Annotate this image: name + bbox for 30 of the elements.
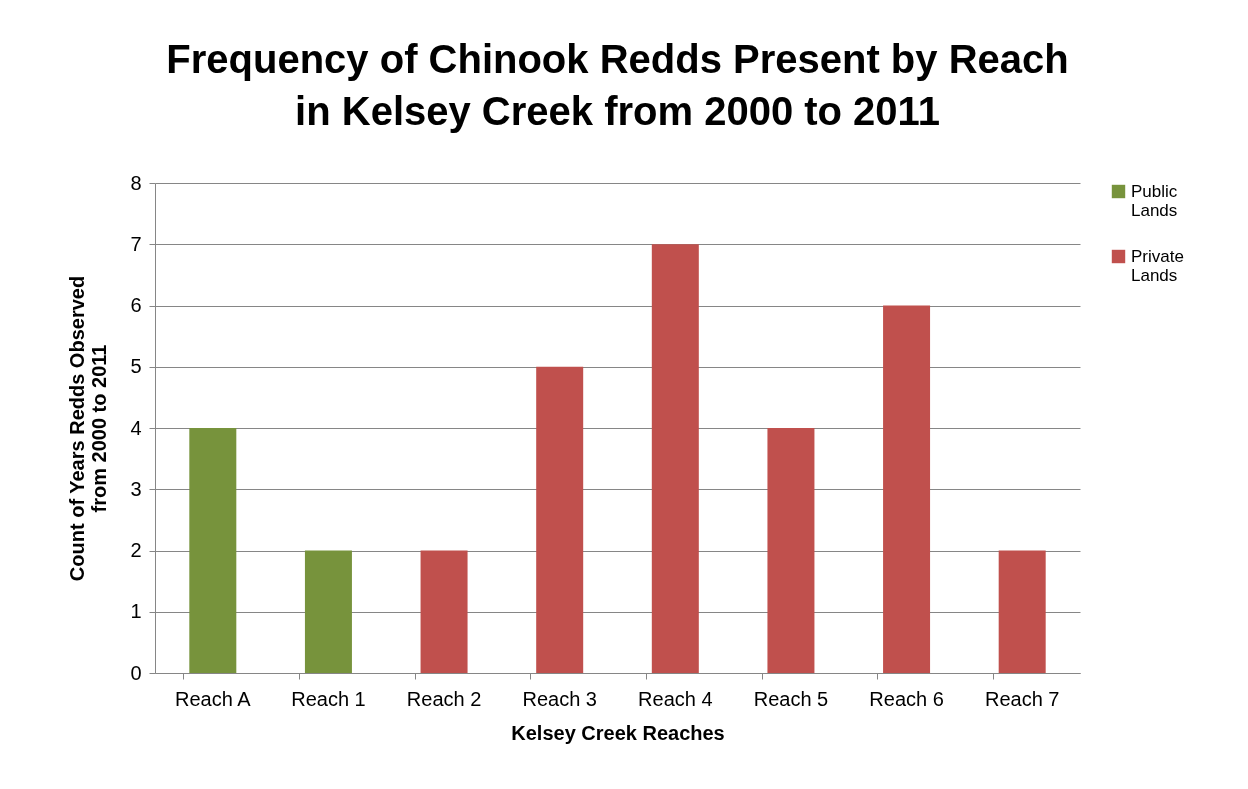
y-tick-label: 1 xyxy=(130,600,142,623)
y-tick-label: 6 xyxy=(130,294,142,316)
x-tick-label: Reach 7 xyxy=(984,687,1060,710)
x-tick-label: Reach 5 xyxy=(753,687,829,710)
x-tick-label: Reach 1 xyxy=(291,687,366,710)
legend-label: Public Lands xyxy=(1131,181,1178,220)
bar xyxy=(651,244,699,673)
y-axis-title: Count of Years Redds Observed from 2000 to 2011 xyxy=(66,275,111,582)
y-tick-label: 8 xyxy=(130,171,142,194)
y-tick-label: 5 xyxy=(130,355,142,378)
x-tick-label: Reach 3 xyxy=(522,687,597,710)
bar xyxy=(998,550,1046,673)
x-tick-label: Reach A xyxy=(175,687,252,710)
bar xyxy=(883,305,931,673)
bar xyxy=(304,550,352,673)
x-tick-label: Reach 6 xyxy=(869,687,944,710)
x-tick-label: Reach 2 xyxy=(406,687,482,710)
chart-title: Frequency of Chinook Redds Present by Reach in Kelsey Creek from 2000 to 2011 xyxy=(166,37,1069,133)
legend-label: Private Lands xyxy=(1131,246,1184,285)
x-tick-label: Reach 4 xyxy=(638,687,713,710)
y-tick-label: 3 xyxy=(130,477,142,500)
bar xyxy=(767,428,815,673)
y-tick-label: 0 xyxy=(130,661,142,684)
y-tick-label: 7 xyxy=(130,232,142,255)
bar xyxy=(420,550,468,673)
x-axis-title: Kelsey Creek Reaches xyxy=(511,721,725,744)
bar xyxy=(536,366,584,673)
bar xyxy=(189,428,237,673)
y-tick-label: 2 xyxy=(130,539,142,561)
y-tick-label: 4 xyxy=(130,416,142,439)
